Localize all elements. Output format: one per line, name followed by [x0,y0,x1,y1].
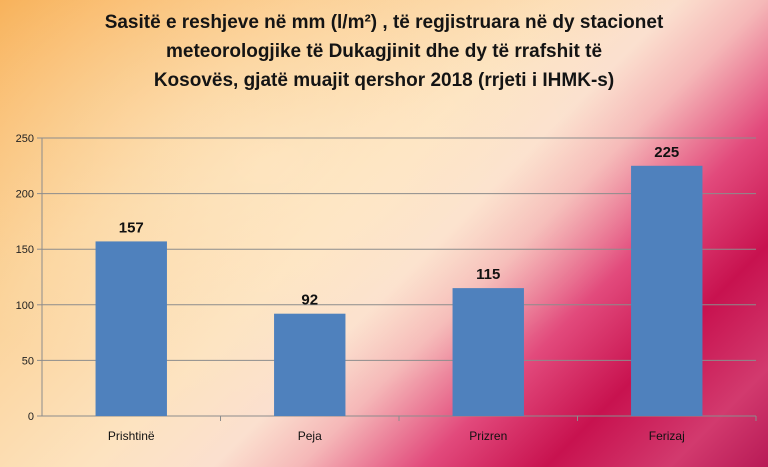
data-label: 157 [119,219,144,236]
y-tick-label: 50 [22,355,34,367]
x-tick-label: Prishtinë [108,429,155,443]
y-tick-label: 150 [16,244,34,256]
y-tick-label: 200 [16,189,34,201]
data-label: 92 [301,292,318,309]
chart-title-line-2: meteorologjike të Dukagjinit dhe dy të r… [165,41,603,62]
bar [95,241,167,416]
x-tick-label: Prizren [469,429,507,443]
chart-title-line-1: Sasitë e reshjeve në mm (l/m²) , të regj… [104,12,664,33]
bar [631,165,703,416]
bar [274,313,346,416]
data-label: 115 [476,266,500,283]
bar [452,288,524,416]
data-label: 225 [654,144,679,161]
y-tick-label: 100 [16,300,34,312]
x-tick-label: Peja [298,429,322,443]
y-tick-label: 250 [16,133,34,145]
x-tick-label: Ferizaj [649,429,685,443]
chart-title: Sasitë e reshjeve në mm (l/m²) , të regj… [0,8,768,95]
chart-title-line-3: Kosovës, gjatë muajit qershor 2018 (rrje… [153,70,615,91]
y-tick-label: 0 [28,411,34,423]
